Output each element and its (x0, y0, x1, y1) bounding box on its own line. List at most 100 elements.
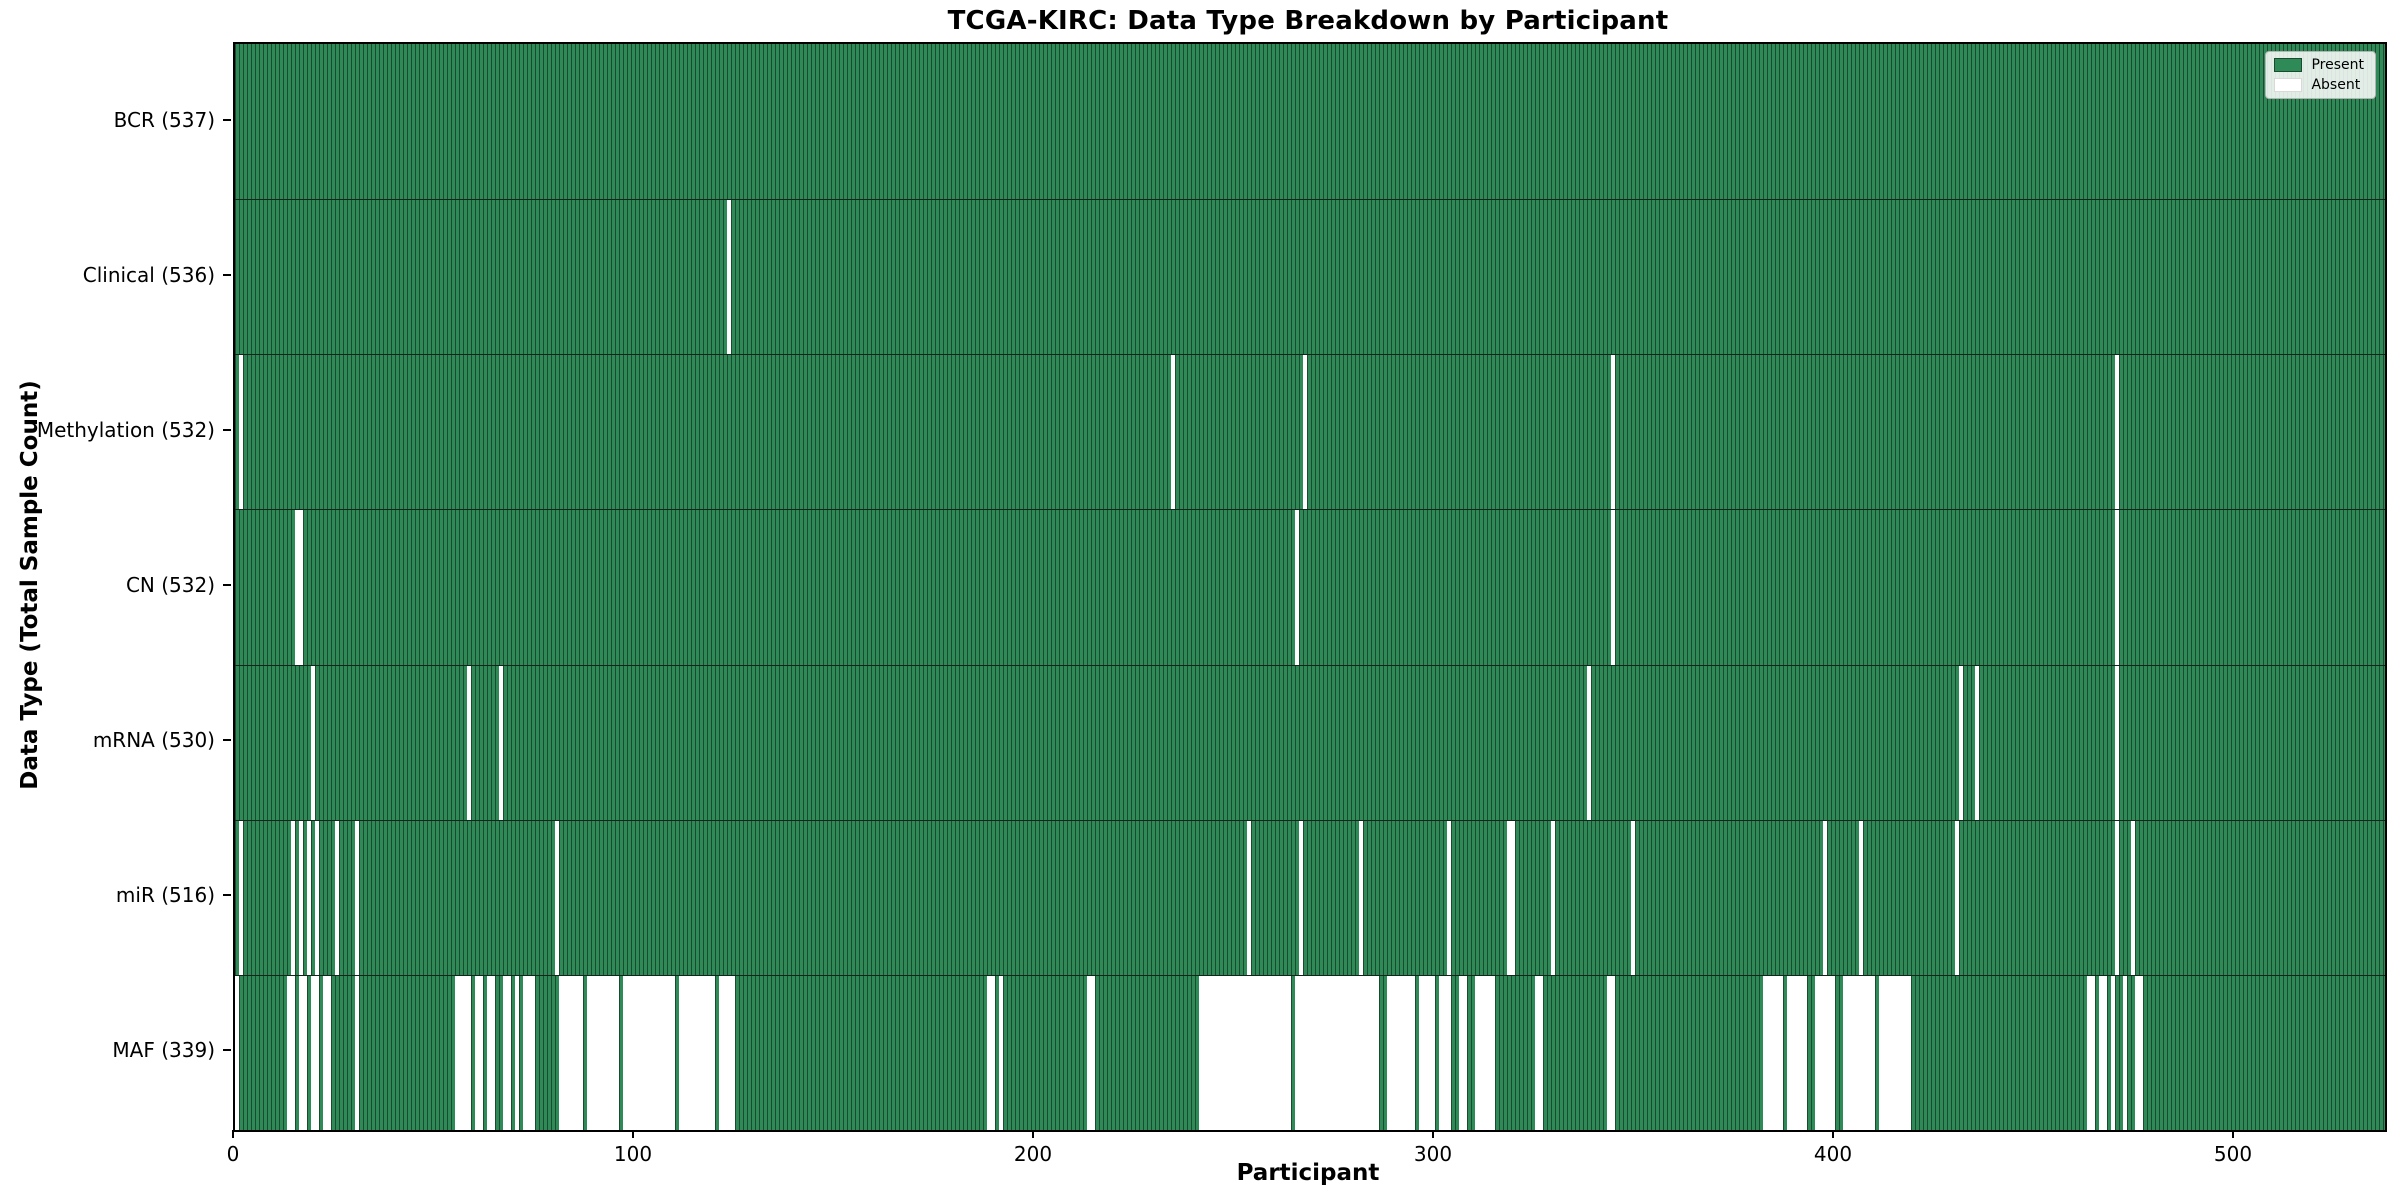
absent-gap (679, 975, 715, 1130)
legend-entry-absent: Absent (2274, 78, 2364, 92)
absent-gap (355, 820, 359, 975)
row-cn (235, 509, 2385, 665)
y-tick-mark (223, 894, 231, 897)
row-maf (235, 974, 2385, 1130)
y-tick-label-maf: MAF (339) (112, 1038, 215, 1063)
absent-gap (1303, 355, 1307, 510)
absent-gap (299, 975, 307, 1130)
absent-gap (1823, 820, 1827, 975)
x-tick-mark (1832, 1130, 1834, 1138)
absent-gap (1299, 820, 1303, 975)
absent-gap (1607, 975, 1615, 1130)
absent-gap (2135, 975, 2143, 1130)
absent-gap (467, 665, 471, 820)
absent-gap (1439, 975, 1451, 1130)
absent-gap (1359, 820, 1363, 975)
absent-gap (235, 975, 239, 1130)
absent-gap (1975, 665, 1979, 820)
absent-gap (239, 820, 243, 975)
absent-gap (1387, 975, 1415, 1130)
absent-gap (287, 975, 295, 1130)
y-tick-label-bcr: BCR (537) (113, 107, 215, 132)
row-bcr (235, 44, 2385, 200)
absent-gap (311, 665, 315, 820)
absent-gap (587, 975, 619, 1130)
legend: Present Absent (2265, 51, 2376, 99)
y-tick-mark (223, 739, 231, 742)
absent-gap (987, 975, 995, 1130)
x-tick-mark (1432, 1130, 1434, 1138)
absent-gap (1507, 820, 1515, 975)
absent-gap (1199, 975, 1291, 1130)
absent-gap (455, 975, 471, 1130)
absent-gap (487, 975, 495, 1130)
absent-gap (1611, 355, 1615, 510)
absent-gap (1295, 975, 1379, 1130)
absent-gap (291, 820, 295, 975)
present-swatch-icon (2274, 58, 2303, 72)
plot-area: Present Absent (233, 42, 2387, 1132)
x-tick-label: 100 (613, 1142, 653, 1166)
absent-gap (1843, 975, 1875, 1130)
x-tick-mark (232, 1130, 234, 1138)
absent-gap (1955, 820, 1959, 975)
row-methylation (235, 354, 2385, 510)
x-tick-mark (2232, 1130, 2234, 1138)
absent-gap (1419, 975, 1435, 1130)
row-clinical (235, 199, 2385, 355)
absent-gap (295, 510, 303, 665)
absent-gap (475, 975, 483, 1130)
absent-gap (623, 975, 675, 1130)
absent-gap (355, 975, 359, 1130)
row-mir (235, 819, 2385, 975)
absent-gap (1815, 975, 1835, 1130)
y-tick-label-clinical: Clinical (536) (82, 262, 215, 287)
absent-gap (1959, 665, 1963, 820)
absent-gap (2115, 355, 2119, 510)
absent-gap (2099, 975, 2107, 1130)
absent-gap (2111, 975, 2115, 1130)
absent-gap (2115, 665, 2119, 820)
absent-gap (335, 820, 339, 975)
absent-gap (1475, 975, 1495, 1130)
absent-gap (1631, 820, 1635, 975)
x-tick-label: 200 (1013, 1142, 1053, 1166)
legend-entry-present: Present (2274, 58, 2364, 72)
legend-present-label: Present (2311, 57, 2364, 73)
absent-gap (1535, 975, 1543, 1130)
x-tick-label: 400 (1813, 1142, 1853, 1166)
absent-gap (307, 820, 311, 975)
absent-gap (2087, 975, 2095, 1130)
y-axis: BCR (537) Clinical (536) Methylation (532)… (0, 42, 231, 1128)
absent-gap (1551, 820, 1555, 975)
absent-gap (311, 975, 319, 1130)
y-tick-mark (223, 584, 231, 586)
absent-gap (1859, 820, 1863, 975)
absent-gap (999, 975, 1003, 1130)
y-tick-label-mir: miR (516) (115, 883, 215, 908)
y-tick-mark (223, 273, 231, 276)
absent-gap (1447, 820, 1451, 975)
absent-gap (1247, 820, 1251, 975)
absent-gap (1787, 975, 1807, 1130)
absent-gap (1171, 355, 1175, 510)
absent-gap (719, 975, 735, 1130)
y-tick-label-cn: CN (532) (125, 573, 215, 597)
x-tick-mark (1032, 1130, 1034, 1138)
absent-gap (1295, 510, 1299, 665)
y-tick-mark (223, 118, 231, 121)
absent-gap (2115, 510, 2119, 665)
absent-gap (559, 975, 583, 1130)
absent-gap (1587, 665, 1591, 820)
absent-gap (1763, 975, 1783, 1130)
y-tick-mark (223, 428, 231, 431)
absent-gap (239, 355, 243, 510)
absent-gap (499, 665, 503, 820)
chart-title: TCGA-KIRC: Data Type Breakdown by Partic… (947, 6, 1669, 36)
absent-gap (2115, 820, 2119, 975)
absent-gap (555, 820, 559, 975)
absent-gap (299, 820, 303, 975)
absent-gap (523, 975, 535, 1130)
y-tick-mark (223, 1049, 231, 1052)
absent-gap (1087, 975, 1095, 1130)
